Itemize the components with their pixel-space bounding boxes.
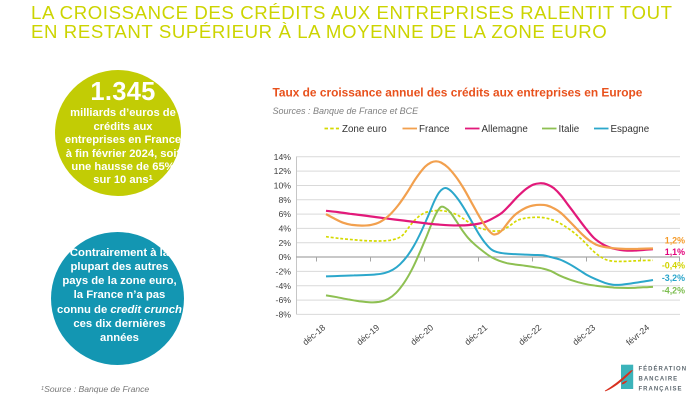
svg-text:Taux de croissance annuel des: Taux de croissance annuel des crédits au…: [273, 86, 643, 100]
svg-text:1,2%: 1,2%: [665, 236, 685, 246]
svg-text:-6%: -6%: [276, 295, 292, 305]
svg-text:0%: 0%: [278, 252, 291, 262]
svg-text:6%: 6%: [278, 209, 291, 219]
svg-text:FÉDÉRATION: FÉDÉRATION: [639, 364, 688, 372]
svg-text:déc-19: déc-19: [354, 322, 381, 347]
svg-text:Allemagne: Allemagne: [482, 124, 529, 135]
svg-text:déc-20: déc-20: [408, 322, 435, 347]
svg-text:Italie: Italie: [559, 124, 580, 135]
svg-text:-3,2%: -3,2%: [662, 273, 685, 283]
svg-text:France: France: [419, 124, 450, 135]
svg-text:déc-22: déc-22: [516, 322, 543, 347]
svg-text:2%: 2%: [278, 238, 291, 248]
svg-text:Espagne: Espagne: [611, 124, 650, 135]
svg-text:8%: 8%: [278, 195, 291, 205]
svg-text:-4%: -4%: [276, 281, 292, 291]
svg-text:-8%: -8%: [276, 309, 292, 319]
svg-text:4%: 4%: [278, 223, 291, 233]
svg-text:févr-24: févr-24: [624, 322, 651, 347]
svg-text:FRANÇAISE: FRANÇAISE: [639, 387, 683, 393]
svg-text:1,1%: 1,1%: [665, 247, 685, 257]
svg-text:-2%: -2%: [276, 266, 292, 276]
svg-text:BANCAIRE: BANCAIRE: [639, 376, 679, 382]
svg-text:-4,2%: -4,2%: [662, 286, 685, 296]
svg-text:déc-23: déc-23: [570, 322, 597, 347]
svg-text:Sources : Banque de France et: Sources : Banque de France et BCE: [273, 106, 420, 116]
svg-text:10%: 10%: [274, 181, 292, 191]
svg-text:12%: 12%: [274, 166, 292, 176]
svg-text:déc-18: déc-18: [300, 322, 327, 347]
svg-text:14%: 14%: [274, 152, 292, 162]
svg-text:-0,4%: -0,4%: [662, 261, 685, 271]
svg-text:déc-21: déc-21: [462, 322, 489, 347]
svg-text:Zone euro: Zone euro: [342, 124, 387, 135]
